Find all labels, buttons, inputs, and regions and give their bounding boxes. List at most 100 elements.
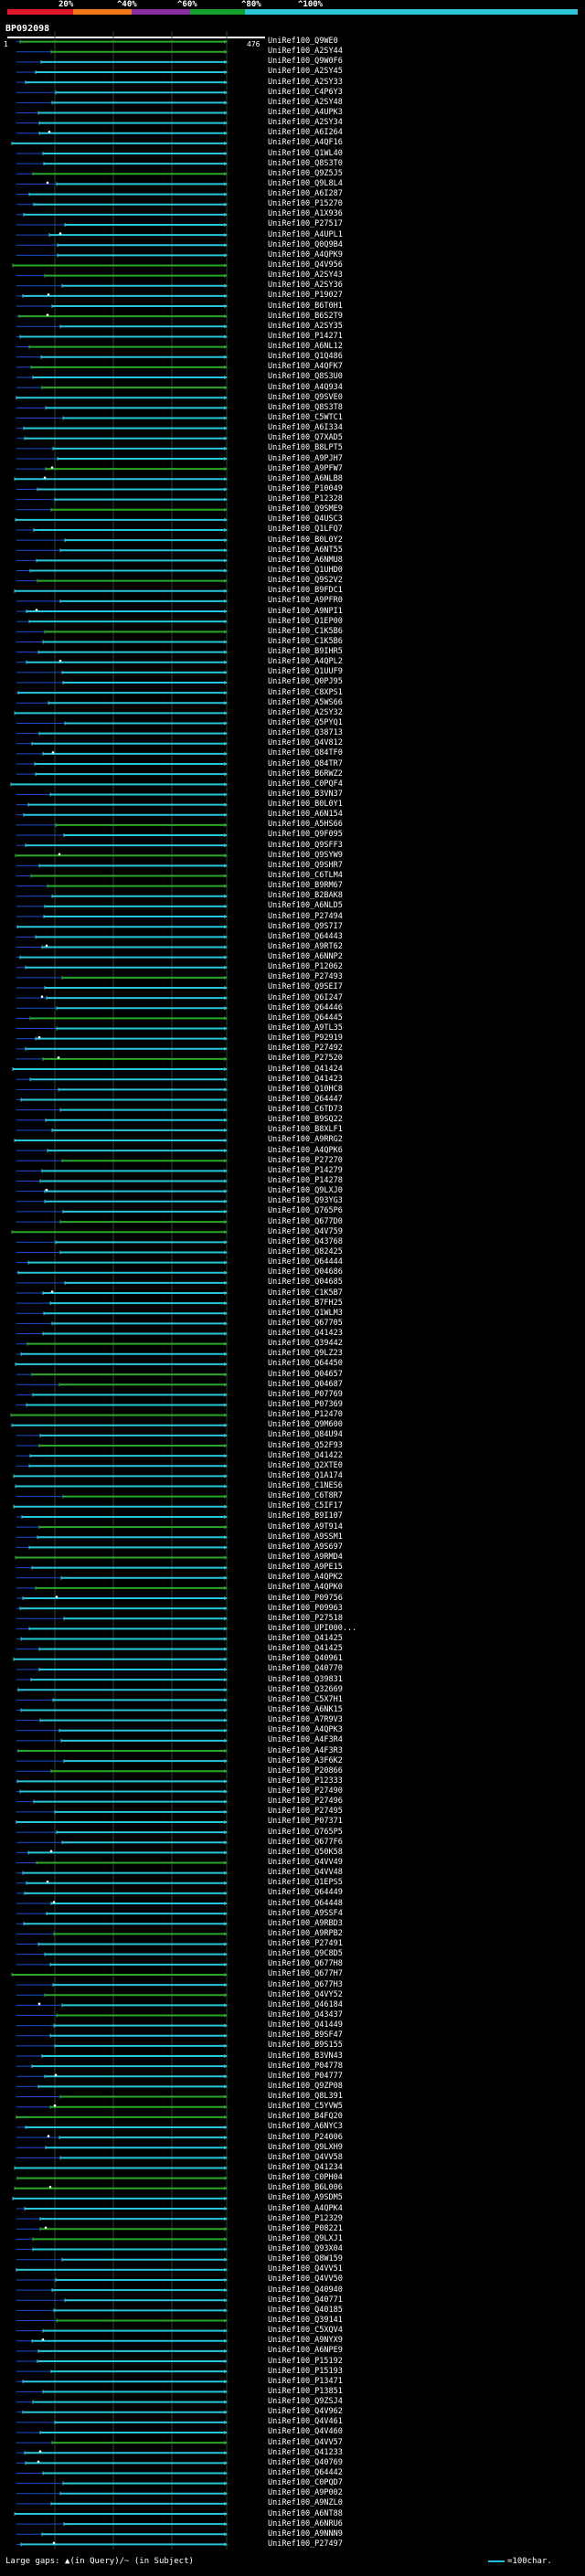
- hit-label[interactable]: UniRef100_P12328: [268, 494, 343, 504]
- hit-label[interactable]: UniRef100_Q4VY52: [268, 1989, 343, 1999]
- hit-row[interactable]: [16, 680, 228, 684]
- hit-label[interactable]: UniRef100_P27270: [268, 1155, 343, 1165]
- hit-row[interactable]: [16, 1290, 228, 1295]
- hit-row[interactable]: [12, 263, 228, 268]
- hit-label[interactable]: UniRef100_A9RMD4: [268, 1552, 343, 1562]
- hit-label[interactable]: UniRef100_P20866: [268, 1765, 343, 1776]
- hit-label[interactable]: UniRef100_C1NES6: [268, 1481, 343, 1491]
- hit-label[interactable]: UniRef100_Q4V759: [268, 1226, 343, 1236]
- hit-row[interactable]: [16, 1403, 228, 1407]
- hit-row[interactable]: [16, 630, 228, 634]
- hit-row[interactable]: [16, 2146, 228, 2150]
- hit-label[interactable]: UniRef100_A4QPL2: [268, 657, 343, 667]
- hit-row[interactable]: [16, 701, 228, 705]
- hit-label[interactable]: UniRef100_Q39831: [268, 1674, 343, 1684]
- hit-row[interactable]: [16, 172, 228, 176]
- hit-label[interactable]: UniRef100_P27490: [268, 1786, 343, 1797]
- hit-label[interactable]: UniRef100_Q40185: [268, 2305, 343, 2315]
- hit-row[interactable]: [16, 568, 228, 573]
- hit-row[interactable]: [16, 1046, 228, 1051]
- hit-label[interactable]: UniRef100_P27518: [268, 1613, 343, 1623]
- hit-row[interactable]: [16, 406, 228, 410]
- hit-label[interactable]: UniRef100_A1X936: [268, 209, 343, 219]
- hit-row[interactable]: [16, 1535, 228, 1540]
- hit-label[interactable]: UniRef100_A4QPK9: [268, 249, 343, 260]
- hit-row[interactable]: [16, 864, 228, 868]
- hit-row[interactable]: [16, 253, 228, 258]
- hit-label[interactable]: UniRef100_P15192: [268, 2356, 343, 2366]
- hit-row[interactable]: [16, 181, 228, 186]
- hit-row[interactable]: [16, 2257, 228, 2262]
- hit-label[interactable]: UniRef100_C6TD73: [268, 1105, 343, 1115]
- hit-label[interactable]: UniRef100_A9NNN9: [268, 2528, 343, 2539]
- hit-label[interactable]: UniRef100_C5IF17: [268, 1501, 343, 1511]
- hit-row[interactable]: [16, 2104, 228, 2109]
- hit-row[interactable]: [10, 782, 228, 787]
- hit-label[interactable]: UniRef100_P15270: [268, 199, 343, 209]
- hit-label[interactable]: UniRef100_P27495: [268, 1807, 343, 1817]
- hit-label[interactable]: UniRef100_P13471: [268, 2376, 343, 2386]
- hit-row[interactable]: [16, 90, 228, 95]
- hit-row[interactable]: [16, 324, 228, 329]
- hit-label[interactable]: UniRef100_Q39141: [268, 2315, 343, 2325]
- hit-label[interactable]: UniRef100_P27494: [268, 911, 343, 921]
- hit-row[interactable]: [16, 273, 228, 278]
- hit-row[interactable]: [16, 1026, 228, 1031]
- hit-row[interactable]: [16, 2390, 228, 2394]
- hit-row[interactable]: [16, 985, 228, 990]
- hit-label[interactable]: UniRef100_Q9M600: [268, 1420, 343, 1430]
- hit-label[interactable]: UniRef100_A4F3R4: [268, 1735, 343, 1745]
- hit-row[interactable]: [16, 762, 228, 767]
- hit-row[interactable]: [16, 375, 228, 379]
- hit-row[interactable]: [16, 1128, 228, 1132]
- hit-row[interactable]: [16, 812, 228, 817]
- hit-row[interactable]: [16, 1799, 228, 1804]
- hit-row[interactable]: [16, 1617, 228, 1621]
- hit-label[interactable]: UniRef100_A9SSM1: [268, 1532, 343, 1542]
- hit-label[interactable]: UniRef100_A6I334: [268, 423, 343, 433]
- hit-label[interactable]: UniRef100_A6NYC3: [268, 2122, 343, 2132]
- hit-row[interactable]: [16, 2541, 228, 2547]
- hit-row[interactable]: [16, 80, 228, 85]
- hit-label[interactable]: UniRef100_Q9LXH9: [268, 2142, 343, 2152]
- hit-row[interactable]: [12, 1067, 228, 1072]
- hit-row[interactable]: [13, 1504, 228, 1509]
- hit-label[interactable]: UniRef100_A5WS66: [268, 697, 343, 707]
- hit-row[interactable]: [16, 365, 228, 369]
- hit-label[interactable]: UniRef100_Q1WLM3: [268, 1308, 343, 1318]
- hit-label[interactable]: UniRef100_Q93X04: [268, 2244, 343, 2254]
- hit-row[interactable]: [16, 527, 228, 532]
- hit-label[interactable]: UniRef100_Q1A174: [268, 1470, 343, 1480]
- hit-label[interactable]: UniRef100_A9PFR0: [268, 596, 343, 606]
- hit-row[interactable]: [16, 1749, 228, 1754]
- hit-row[interactable]: [16, 1209, 228, 1214]
- hit-label[interactable]: UniRef100_B9I107: [268, 1511, 343, 1521]
- hit-label[interactable]: UniRef100_Q04657: [268, 1369, 343, 1379]
- hit-label[interactable]: UniRef100_Q9C8D5: [268, 1949, 343, 1959]
- hit-row[interactable]: [16, 2156, 228, 2160]
- hit-row[interactable]: [16, 1179, 228, 1183]
- hit-label[interactable]: UniRef100_A4Q934: [268, 382, 343, 392]
- hit-label[interactable]: UniRef100_Q40769: [268, 2457, 343, 2467]
- hit-row[interactable]: [16, 1454, 228, 1458]
- hit-label[interactable]: UniRef100_Q4VV48: [268, 1868, 343, 1878]
- hit-row[interactable]: [16, 802, 228, 807]
- hit-label[interactable]: UniRef100_C6T8R7: [268, 1491, 343, 1501]
- hit-row[interactable]: [16, 2054, 228, 2059]
- hit-row[interactable]: [16, 884, 228, 888]
- hit-row[interactable]: [16, 49, 228, 54]
- hit-row[interactable]: [16, 538, 228, 543]
- hit-label[interactable]: UniRef100_Q0PJ95: [268, 677, 343, 687]
- hit-row[interactable]: [16, 1860, 228, 1865]
- hit-label[interactable]: UniRef100_B6RWZ2: [268, 769, 343, 779]
- hit-label[interactable]: UniRef100_P15193: [268, 2366, 343, 2376]
- hit-row[interactable]: [16, 426, 228, 430]
- hit-row[interactable]: [16, 1352, 228, 1356]
- hit-label[interactable]: UniRef100_B9SQ22: [268, 1115, 343, 1125]
- hit-row[interactable]: [16, 2298, 228, 2303]
- hit-label[interactable]: UniRef100_A9P002: [268, 2488, 343, 2498]
- hit-row[interactable]: [16, 1525, 228, 1530]
- hit-label[interactable]: UniRef100_Q04686: [268, 1267, 343, 1277]
- hit-row[interactable]: [16, 111, 228, 115]
- hit-label[interactable]: UniRef100_P12333: [268, 1776, 343, 1786]
